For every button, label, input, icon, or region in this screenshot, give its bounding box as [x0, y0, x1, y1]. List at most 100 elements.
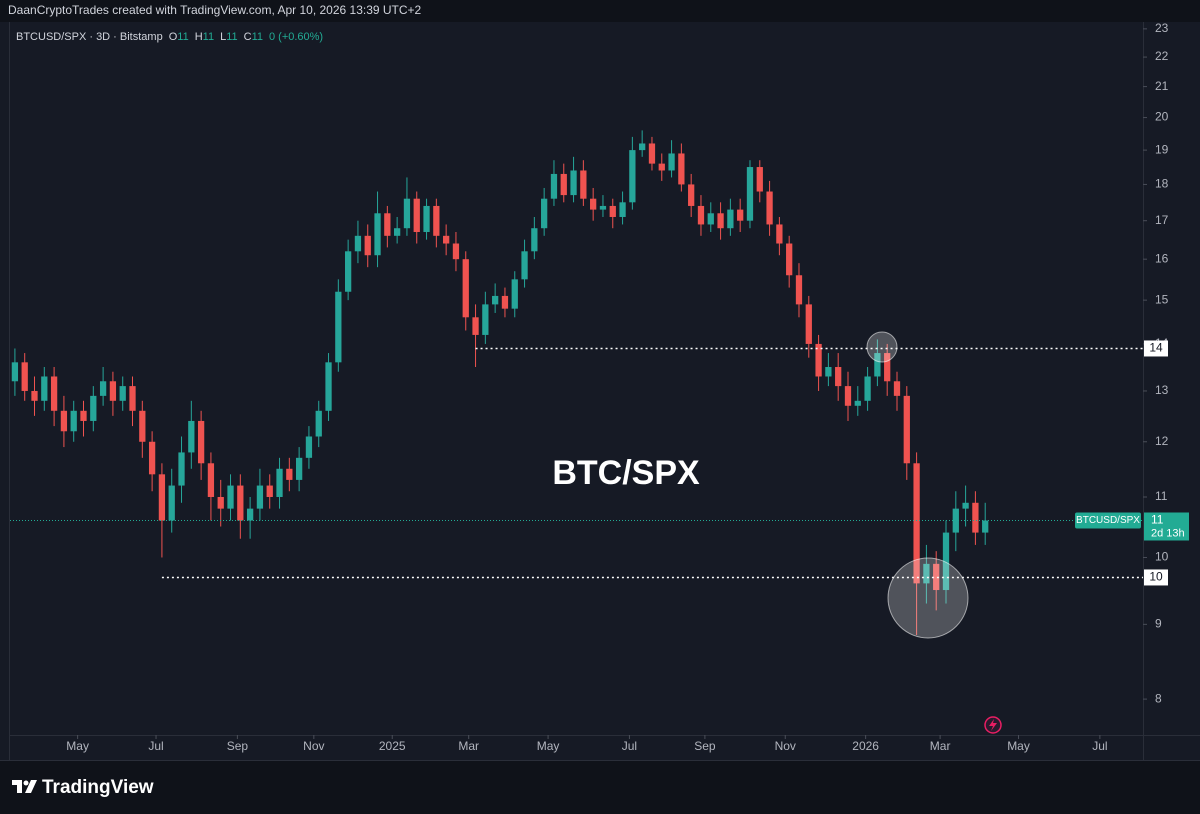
- x-tick-label: 2026: [852, 739, 879, 753]
- candle-body: [335, 291, 342, 363]
- candle-body: [599, 205, 607, 210]
- hline-label-box: [1144, 569, 1168, 586]
- candle-body: [11, 362, 19, 382]
- y-tick-label: 8: [1155, 691, 1162, 705]
- candle-body: [962, 502, 969, 509]
- x-tick-label: Mar: [930, 739, 951, 753]
- legend-key: C: [244, 31, 252, 43]
- series-name-box: [1075, 512, 1141, 529]
- candle-body: [668, 153, 675, 171]
- logo: [12, 780, 37, 793]
- candle-body: [776, 224, 783, 244]
- candle-body: [786, 243, 793, 276]
- candle-body: [305, 436, 313, 458]
- candle-body: [756, 167, 763, 192]
- x-tick-label: 2025: [379, 739, 406, 753]
- candle-body: [746, 167, 754, 221]
- y-tick-label: 23: [1155, 21, 1169, 35]
- candle-body: [501, 295, 509, 309]
- candle-body: [825, 367, 832, 377]
- candle-body: [403, 198, 411, 229]
- candle-body: [815, 343, 822, 377]
- candle-body: [148, 441, 156, 475]
- legend-change: 0 (+0.60%): [269, 31, 323, 43]
- candle-body: [99, 381, 107, 396]
- candle-body: [864, 376, 871, 401]
- annotation: BTC/SPX: [552, 454, 700, 492]
- candle-body: [805, 304, 812, 344]
- candle-body: [629, 150, 636, 203]
- legend-key: H: [195, 31, 203, 43]
- x-tick-label: May: [66, 739, 89, 753]
- candle-body: [913, 463, 920, 584]
- x-tick-label: May: [537, 739, 560, 753]
- series-name-label: BTCUSD/SPX: [1076, 515, 1140, 526]
- candle-body: [31, 390, 38, 401]
- candle-body: [168, 485, 175, 521]
- candle-body: [41, 376, 48, 401]
- candle-body: [374, 213, 381, 256]
- y-tick-label: 21: [1155, 79, 1169, 93]
- hline-label: 10: [1149, 570, 1163, 584]
- y-tick-label: 12: [1155, 434, 1169, 448]
- y-tick-label: 9: [1155, 617, 1162, 631]
- legend-value: 11: [226, 31, 237, 43]
- candle-body: [295, 457, 303, 480]
- candle-body: [609, 205, 616, 217]
- candle-body: [197, 420, 205, 464]
- candle-body: [658, 163, 665, 171]
- candle-body: [972, 502, 979, 533]
- legend-value: 11: [252, 31, 263, 43]
- candle-body: [766, 191, 773, 225]
- candle-body: [80, 410, 87, 421]
- x-tick-label: Sep: [694, 739, 716, 753]
- candle-body: [344, 251, 352, 292]
- y-tick-label: 22: [1155, 49, 1169, 63]
- candle-body: [354, 235, 362, 252]
- countdown-label: 2d 13h: [1151, 527, 1185, 539]
- candle-body: [119, 386, 126, 401]
- candle-body: [217, 496, 224, 509]
- x-tick-label: Mar: [458, 739, 479, 753]
- footer-bar: [0, 761, 1200, 814]
- candle-body: [678, 153, 685, 185]
- candle-body: [541, 198, 548, 229]
- last-price-label: 11: [1151, 513, 1164, 527]
- x-tick-label: Jul: [622, 739, 637, 753]
- candle-body: [923, 563, 930, 584]
- brand: TradingView: [42, 777, 154, 798]
- candle-body: [531, 228, 538, 252]
- candle-body: [795, 275, 803, 305]
- candle-body: [109, 381, 117, 401]
- candle-body: [256, 485, 264, 509]
- candle-body: [158, 474, 166, 521]
- candle-body: [139, 410, 146, 442]
- candle-body: [982, 520, 989, 533]
- hline-label-box: [1144, 340, 1168, 357]
- candle-body: [560, 173, 567, 196]
- candle-body: [874, 353, 881, 377]
- candle-body: [423, 205, 430, 233]
- x-tick-label: May: [1007, 739, 1030, 753]
- legend-symbol: BTCUSD/SPX · 3D · Bitstamp: [16, 31, 163, 43]
- candle-body: [688, 184, 695, 206]
- candle-body: [492, 295, 499, 305]
- candle-body: [394, 228, 401, 236]
- y-tick-label: 11: [1155, 489, 1168, 503]
- candle-body: [246, 508, 254, 521]
- highlight-circle: [887, 557, 969, 639]
- y-tick-label: 18: [1155, 177, 1169, 191]
- candle-body: [942, 532, 950, 591]
- candle-body: [227, 485, 234, 509]
- x-tick-label: Sep: [227, 739, 249, 753]
- candle-body: [443, 235, 450, 244]
- candle-body: [893, 381, 901, 396]
- candle-body: [472, 317, 479, 335]
- y-tick-label: 17: [1155, 213, 1169, 227]
- y-tick-label: 16: [1155, 251, 1169, 265]
- candle-body: [550, 173, 558, 199]
- candle-body: [266, 485, 273, 497]
- candle-body: [188, 420, 195, 453]
- candle-body: [844, 386, 852, 406]
